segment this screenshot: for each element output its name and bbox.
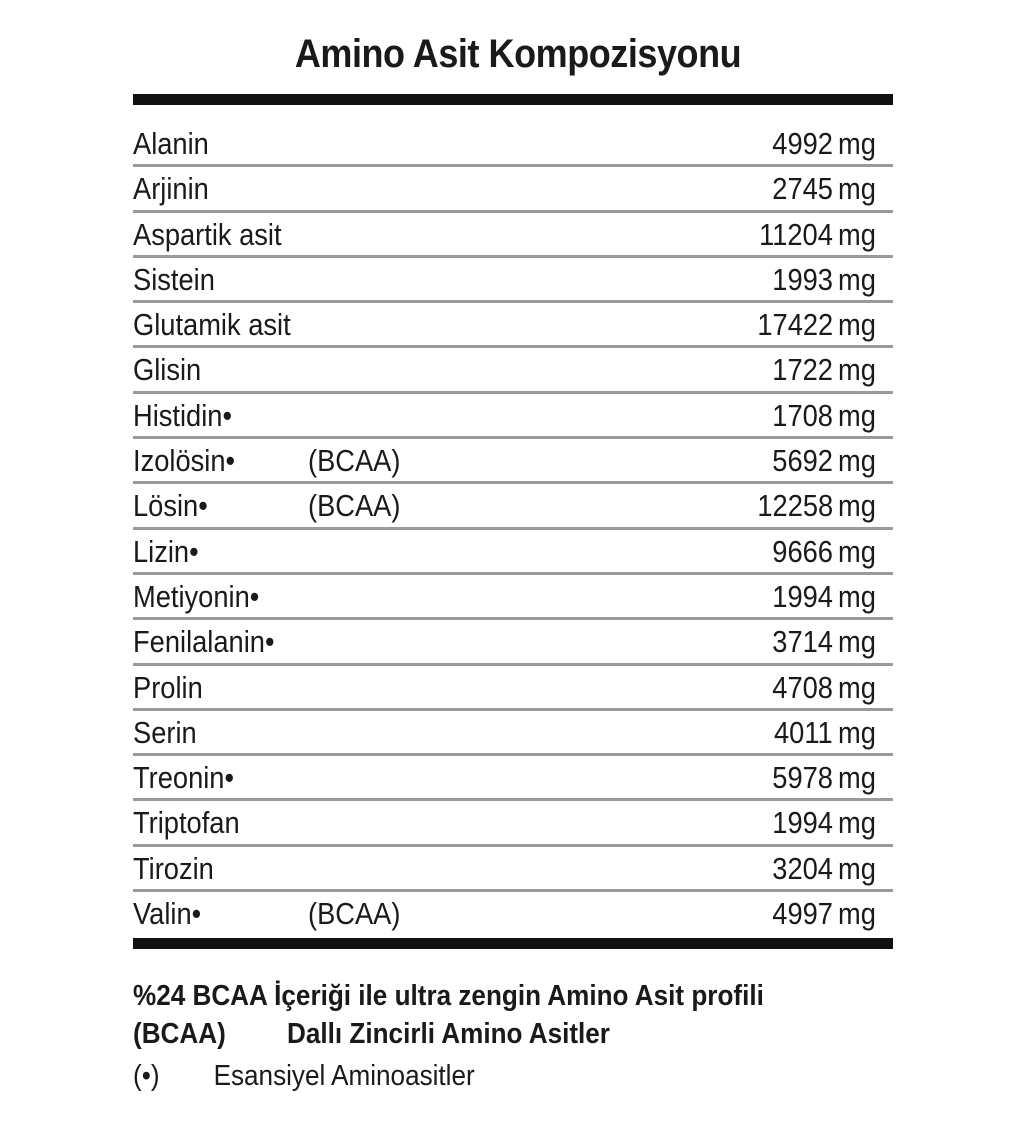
amino-acid-name: Treonin• — [133, 760, 235, 796]
amount-value: 17422 — [757, 307, 833, 343]
amount-unit: mg — [838, 352, 876, 388]
amount-value: 3714 — [772, 624, 833, 660]
amount-value: 1722 — [772, 352, 833, 388]
amount-value: 4011 — [774, 714, 833, 750]
amount-value: 1993 — [772, 261, 833, 297]
amount-unit: mg — [838, 896, 876, 932]
amino-acid-name: Izolösin• — [133, 443, 236, 479]
amount-unit: mg — [838, 669, 876, 705]
amino-acid-name: Lizin• — [133, 533, 199, 569]
amount-unit: mg — [838, 714, 876, 750]
amount-unit: mg — [838, 850, 876, 886]
amount-value: 1994 — [772, 578, 833, 614]
amino-acid-name: Histidin• — [133, 397, 232, 433]
amount-value: 12258 — [757, 488, 833, 524]
table-row: Alanin 4992 mg — [133, 122, 893, 168]
table-row: Metiyonin• 1994 mg — [133, 575, 893, 621]
amount-value: 4997 — [772, 896, 833, 932]
amino-acid-name: Tirozin — [133, 850, 214, 886]
essential-key: (•) — [133, 1060, 160, 1092]
table-row: Treonin• 5978 mg — [133, 756, 893, 802]
table-row: Lizin• 9666 mg — [133, 530, 893, 575]
amount-value: 5978 — [772, 760, 833, 796]
amino-acid-name: Triptofan — [133, 805, 240, 841]
amount-unit: mg — [838, 261, 876, 297]
table-row: Histidin• 1708 mg — [133, 394, 893, 440]
amino-acid-table: Alanin 4992 mg Arjinin 2745 mg Aspartik asit 11… — [133, 122, 893, 937]
amino-acid-name: Arjinin — [133, 171, 209, 207]
amino-acid-name: Alanin — [133, 126, 209, 161]
top-rule — [133, 94, 893, 105]
bcaa-key: (BCAA) — [133, 1018, 226, 1050]
amino-acid-name: Glisin — [133, 352, 202, 388]
table-row: Lösin• (BCAA) 12258 mg — [133, 484, 893, 530]
amino-acid-name: Lösin• — [133, 488, 208, 524]
amount-value: 9666 — [772, 533, 833, 569]
amino-acid-name: Fenilalanin• — [133, 624, 275, 660]
amino-acid-name: Prolin — [133, 669, 203, 705]
amino-acid-name: Valin• — [133, 896, 202, 932]
amount-unit: mg — [838, 126, 876, 161]
amount-value: 11204 — [759, 216, 833, 252]
footer-bcaa-legend: (BCAA) Dallı Zincirli Amino Asitler — [133, 1018, 610, 1051]
amount-unit: mg — [838, 624, 876, 660]
bcaa-description: Dallı Zincirli Amino Asitler — [287, 1018, 610, 1050]
table-row: Aspartik asit 11204 mg — [133, 213, 893, 258]
amino-acid-name: Aspartik asit — [133, 216, 282, 252]
bcaa-tag: (BCAA) — [308, 896, 401, 932]
table-row: Sistein 1993 mg — [133, 258, 893, 304]
table-row: Glisin 1722 mg — [133, 348, 893, 394]
amino-acid-name: Sistein — [133, 261, 215, 297]
page-title: Amino Asit Kompozisyonu — [294, 32, 742, 76]
table-row: Serin 4011 mg — [133, 711, 893, 757]
bcaa-tag: (BCAA) — [308, 443, 401, 479]
amino-acid-name: Glutamik asit — [133, 307, 291, 343]
amount-unit: mg — [838, 488, 876, 524]
table-row: Prolin 4708 mg — [133, 666, 893, 711]
amount-value: 1708 — [772, 397, 833, 433]
amount-unit: mg — [838, 397, 876, 433]
amount-value: 4992 — [772, 126, 833, 161]
amino-acid-name: Serin — [133, 714, 197, 750]
table-row: Tirozin 3204 mg — [133, 847, 893, 893]
amount-unit: mg — [838, 760, 876, 796]
amount-unit: mg — [838, 443, 876, 479]
table-row: Izolösin• (BCAA) 5692 mg — [133, 439, 893, 485]
table-row: Triptofan 1994 mg — [133, 801, 893, 847]
amount-unit: mg — [838, 171, 876, 207]
footer-essential-legend: (•) Esansiyel Aminoasitler — [133, 1060, 475, 1093]
amount-unit: mg — [838, 307, 876, 343]
table-row: Glutamik asit 17422 mg — [133, 303, 893, 349]
amount-unit: mg — [838, 578, 876, 614]
amount-value: 2745 — [772, 171, 833, 207]
amount-value: 1994 — [772, 805, 833, 841]
amount-unit: mg — [838, 805, 876, 841]
amount-value: 5692 — [772, 443, 833, 479]
essential-description: Esansiyel Aminoasitler — [213, 1060, 475, 1092]
amount-unit: mg — [838, 216, 876, 252]
table-row: Fenilalanin• 3714 mg — [133, 620, 893, 666]
table-row: Arjinin 2745 mg — [133, 167, 893, 213]
amount-value: 4708 — [772, 669, 833, 705]
bcaa-tag: (BCAA) — [308, 488, 401, 524]
amount-value: 3204 — [772, 850, 833, 886]
bottom-rule — [133, 938, 893, 949]
amount-unit: mg — [838, 533, 876, 569]
footer-headline: %24 BCAA İçeriği ile ultra zengin Amino … — [133, 980, 764, 1012]
table-row: Valin• (BCAA) 4997 mg — [133, 892, 893, 937]
amino-acid-name: Metiyonin• — [133, 578, 260, 614]
